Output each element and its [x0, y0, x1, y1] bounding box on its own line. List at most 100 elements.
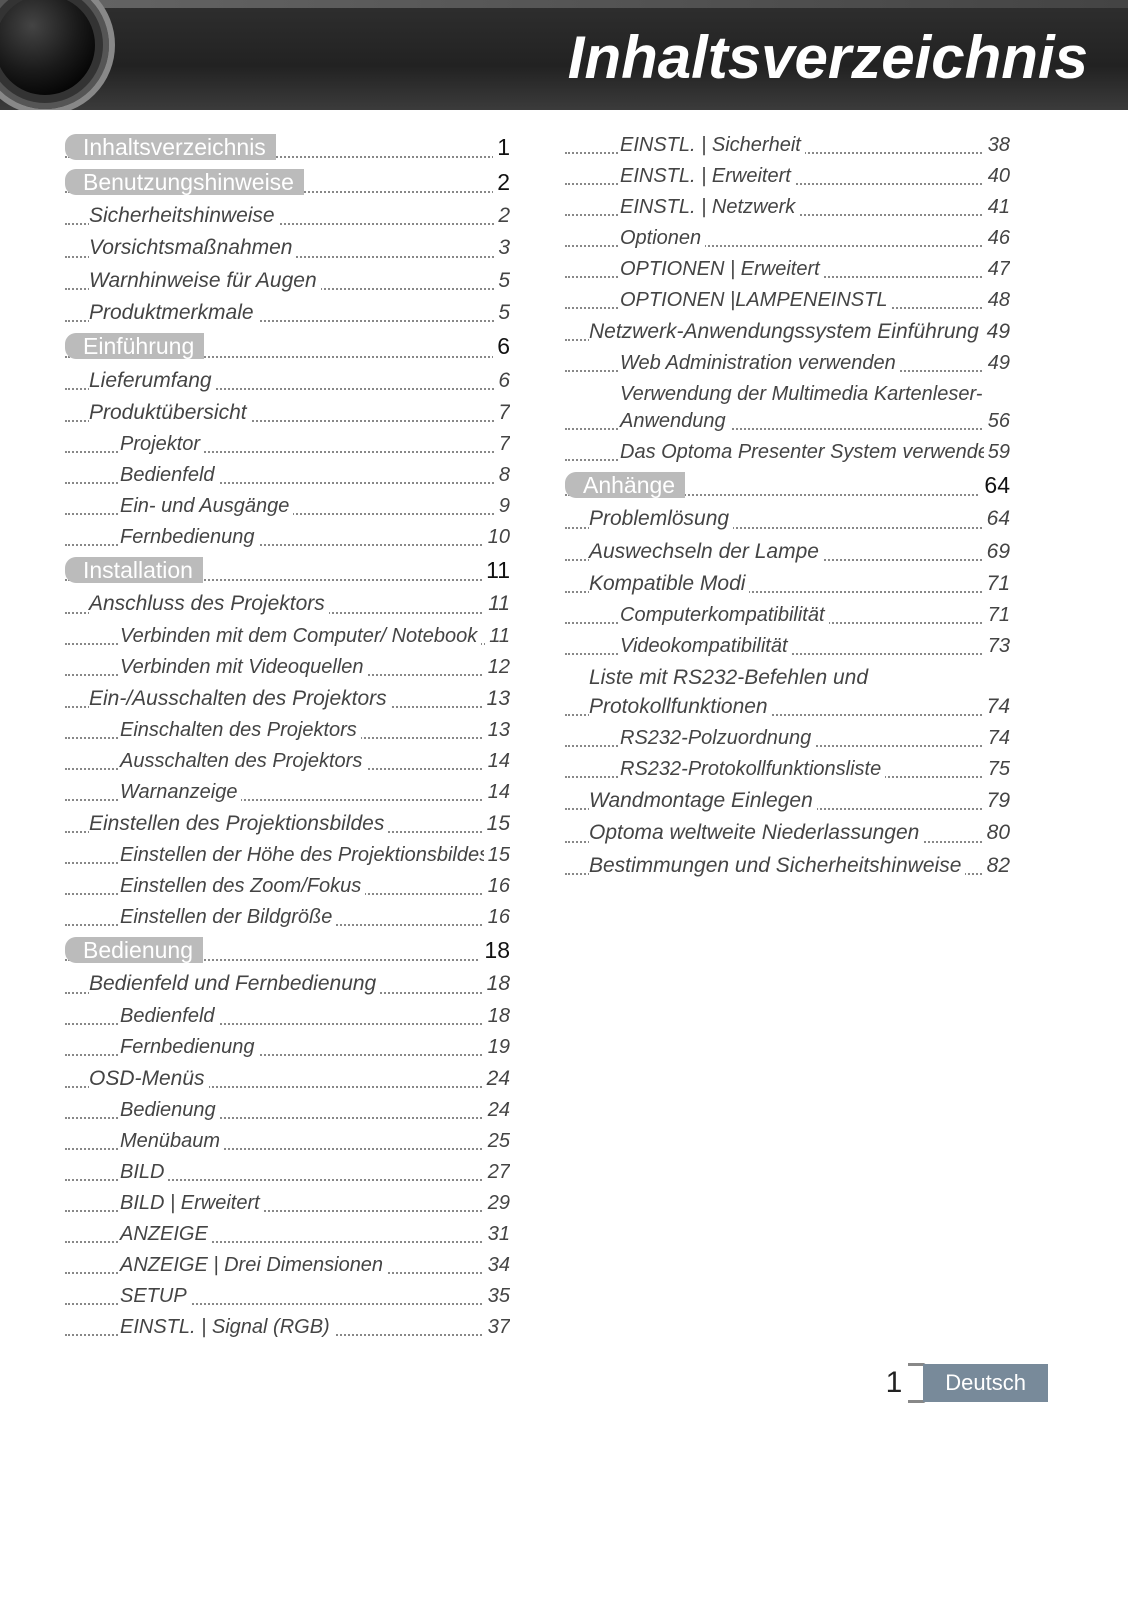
toc-entry: Bedienung18 [65, 933, 510, 968]
toc-entry-label: ANZEIGE [120, 1223, 212, 1245]
toc-entry: Menübaum25 [65, 1126, 510, 1157]
toc-entry-page: 29 [484, 1190, 510, 1217]
toc-entry-label: Optionen [620, 227, 705, 249]
toc-entry: Auswechseln der Lampe69 [565, 536, 1010, 568]
toc-entry-page: 64 [983, 505, 1010, 533]
toc-entry-label: Fernbedienung [120, 526, 259, 548]
toc-entry: Computerkompatibilität71 [565, 600, 1010, 631]
toc-entry-page: 59 [984, 439, 1010, 466]
toc-entry: OPTIONEN |LAMPENEINSTL 48 [565, 285, 1010, 316]
toc-entry-page: 56 [984, 408, 1010, 435]
toc-entry: OSD-Menüs24 [65, 1063, 510, 1095]
toc-entry: Verbinden mit dem Computer/ Notebook11 [65, 621, 510, 652]
toc-entry-label: Auswechseln der Lampe [589, 540, 823, 563]
toc-entry: Problemlösung 64 [565, 503, 1010, 535]
toc-entry-page: 6 [494, 367, 510, 395]
toc-entry-label: Problemlösung [589, 507, 733, 530]
toc-entry: Bedienung 24 [65, 1095, 510, 1126]
toc-entry-page: 15 [483, 810, 510, 838]
toc-entry-label: Benutzungshinweise [65, 169, 304, 195]
toc-entry: ANZEIGE | Drei Dimensionen34 [65, 1250, 510, 1281]
language-badge: Deutsch [923, 1364, 1048, 1402]
toc-entry-page: 16 [484, 873, 510, 900]
toc-entry-page: 38 [984, 132, 1010, 159]
toc-entry-label: Einstellen des Projektionsbildes [89, 812, 388, 835]
toc-entry: Installation11 [65, 553, 510, 588]
page-footer: 1 Deutsch [886, 1363, 1048, 1403]
toc-entry-label: Verwendung der Multimedia Kartenleser-An… [620, 383, 982, 432]
toc-entry-label: Bedienung [120, 1099, 220, 1121]
toc-entry-label: Produktübersicht [89, 401, 251, 424]
toc-entry: Produktmerkmale5 [65, 297, 510, 329]
toc-content: Inhaltsverzeichnis1Benutzungshinweise2Si… [0, 110, 1128, 1383]
toc-entry-label: Einstellen der Höhe des Projektionsbilde… [120, 844, 493, 866]
toc-entry-page: 18 [484, 1003, 510, 1030]
toc-entry: Einstellen der Bildgröße16 [65, 902, 510, 933]
toc-entry-label: Kompatible Modi [589, 572, 749, 595]
toc-entry-label: Verbinden mit Videoquellen [120, 656, 368, 678]
toc-entry-page: 24 [484, 1097, 510, 1124]
toc-entry-label: Videokompatibilität [620, 635, 792, 657]
toc-entry-page: 9 [495, 493, 510, 520]
toc-entry-page: 7 [495, 431, 510, 458]
toc-entry-page: 80 [983, 819, 1010, 847]
toc-entry-page: 75 [984, 756, 1010, 783]
toc-entry: Bestimmungen und Sicherheitshinweise82 [565, 850, 1010, 882]
toc-entry: Vorsichtsmaßnahmen3 [65, 232, 510, 264]
toc-entry-label: OPTIONEN |LAMPENEINSTL [620, 289, 891, 311]
toc-entry-page: 41 [984, 194, 1010, 221]
toc-entry: OPTIONEN | Erweitert47 [565, 254, 1010, 285]
toc-entry: Inhaltsverzeichnis1 [65, 130, 510, 165]
toc-entry-page: 8 [495, 462, 510, 489]
toc-entry-label: Das Optoma Presenter System verwenden [620, 441, 1004, 463]
toc-entry-page: 48 [984, 287, 1010, 314]
toc-entry-page: 19 [484, 1034, 510, 1061]
toc-entry-label: Einstellen der Bildgröße [120, 906, 336, 928]
toc-entry-label: Produktmerkmale [89, 301, 258, 324]
toc-entry: SETUP35 [65, 1281, 510, 1312]
toc-entry-label: Warnanzeige [120, 781, 241, 803]
toc-column-right: EINSTL. | Sicherheit38EINSTL. | Erweiter… [565, 130, 1010, 1343]
toc-entry-page: 14 [484, 748, 510, 775]
toc-entry: Einstellen des Zoom/Fokus16 [65, 871, 510, 902]
toc-entry-page: 6 [493, 331, 510, 362]
toc-entry-label: EINSTL. | Sicherheit [620, 134, 805, 156]
toc-entry: Wandmontage Einlegen79 [565, 785, 1010, 817]
toc-entry-page: 71 [984, 602, 1010, 629]
toc-entry: Fernbedienung 10 [65, 522, 510, 553]
toc-entry: Bedienfeld 18 [65, 1001, 510, 1032]
toc-entry: Optionen46 [565, 223, 1010, 254]
toc-entry-label: Liste mit RS232-Befehlen und Protokollfu… [589, 666, 868, 717]
toc-entry-label: Bedienfeld [120, 1005, 219, 1027]
page-title: Inhaltsverzeichnis [568, 23, 1088, 92]
toc-entry: Videokompatibilität73 [565, 631, 1010, 662]
toc-entry-label: Sicherheitshinweise [89, 204, 279, 227]
toc-entry-page: 34 [484, 1252, 510, 1279]
toc-entry-label: Web Administration verwenden [620, 352, 900, 374]
toc-entry-page: 74 [983, 693, 1010, 721]
toc-entry-page: 79 [983, 787, 1010, 815]
toc-entry-page: 35 [484, 1283, 510, 1310]
toc-entry-page: 7 [494, 399, 510, 427]
toc-entry-label: Bestimmungen und Sicherheitshinweise [589, 854, 965, 877]
toc-entry-page: 2 [494, 202, 510, 230]
toc-entry: BILD27 [65, 1157, 510, 1188]
toc-entry-page: 74 [984, 725, 1010, 752]
toc-entry: Produktübersicht 7 [65, 397, 510, 429]
toc-entry: Bedienfeld und Fernbedienung18 [65, 968, 510, 1000]
toc-entry-page: 2 [493, 167, 510, 198]
toc-entry-page: 71 [983, 570, 1010, 598]
toc-entry: Anschluss des Projektors11 [65, 588, 510, 620]
page-number: 1 [886, 1366, 903, 1400]
toc-entry-page: 13 [483, 685, 510, 713]
toc-entry: Liste mit RS232-Befehlen und Protokollfu… [565, 662, 1010, 723]
toc-entry-label: Fernbedienung [120, 1036, 259, 1058]
toc-entry: EINSTL. | Erweitert40 [565, 161, 1010, 192]
toc-entry: Warnhinweise für Augen5 [65, 265, 510, 297]
toc-entry-label: EINSTL. | Erweitert [620, 165, 795, 187]
toc-entry: Sicherheitshinweise 2 [65, 200, 510, 232]
toc-entry-page: 47 [984, 256, 1010, 283]
toc-entry-label: Vorsichtsmaßnahmen [89, 236, 296, 259]
toc-entry-page: 10 [484, 524, 510, 551]
toc-entry-label: Bedienfeld und Fernbedienung [89, 972, 380, 995]
